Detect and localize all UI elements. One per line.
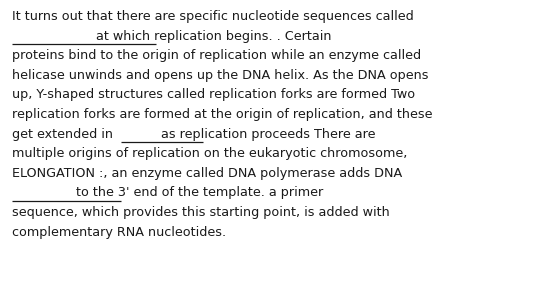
Text: ELONGATION :, an enzyme called DNA polymerase adds DNA: ELONGATION :, an enzyme called DNA polym… [12,167,402,180]
Text: up, Y-shaped structures called replication forks are formed Two: up, Y-shaped structures called replicati… [12,88,415,101]
Text: get extended in            as replication proceeds There are: get extended in as replication proceeds … [12,127,376,141]
Text: replication forks are formed at the origin of replication, and these: replication forks are formed at the orig… [12,108,432,121]
Text: helicase unwinds and opens up the DNA helix. As the DNA opens: helicase unwinds and opens up the DNA he… [12,69,429,82]
Text: multiple origins of replication on the eukaryotic chromosome,: multiple origins of replication on the e… [12,147,407,160]
Text: sequence, which provides this starting point, is added with: sequence, which provides this starting p… [12,206,389,219]
Text: at which replication begins. . Certain: at which replication begins. . Certain [12,30,331,42]
Text: proteins bind to the origin of replication while an enzyme called: proteins bind to the origin of replicati… [12,49,421,62]
Text: to the 3' end of the template. a primer: to the 3' end of the template. a primer [12,186,323,200]
Text: complementary RNA nucleotides.: complementary RNA nucleotides. [12,226,226,239]
Text: It turns out that there are specific nucleotide sequences called: It turns out that there are specific nuc… [12,10,413,23]
